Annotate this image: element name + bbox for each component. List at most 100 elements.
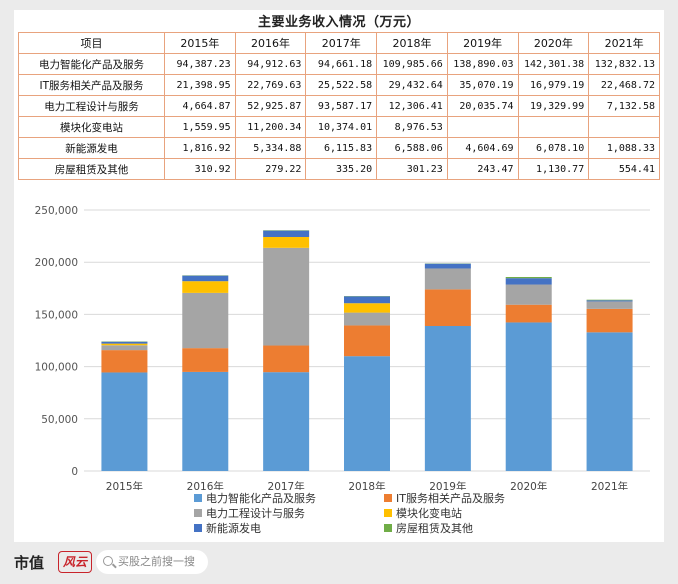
footer-bar: 市值 风云 买股之前搜一搜	[0, 542, 678, 584]
bar-segment	[263, 230, 310, 237]
table-row: 模块化变电站 1,559.95 11,200.34 10,374.01 8,97…	[18, 116, 660, 138]
table-cell: 11,200.34	[234, 116, 307, 138]
table-cell: 310.92	[164, 158, 236, 180]
table-cell: 22,769.63	[234, 74, 307, 96]
bar-segment	[505, 304, 552, 323]
stacked-bar-chart: 0 50,000 100,000 150,000 200,000 250,000 2015年…	[35, 205, 650, 490]
legend-item: 模块化变电站	[384, 505, 462, 521]
bar-segment	[586, 300, 633, 302]
bar-segment	[424, 325, 471, 471]
bar-segment	[182, 371, 229, 471]
table-cell: 6,078.10	[517, 137, 590, 159]
table-cell: 16,979.19	[517, 74, 590, 96]
row-label: IT服务相关产品及服务	[18, 74, 165, 96]
bar-segment	[101, 345, 148, 351]
table-cell: 94,912.63	[234, 53, 307, 75]
table-cell: 29,432.64	[376, 74, 448, 96]
header-cell: 2017年	[305, 32, 378, 54]
row-label: 新能源发电	[18, 137, 165, 159]
table-cell: 279.22	[234, 158, 307, 180]
bar-segment	[505, 284, 552, 305]
row-label: 电力工程设计与服务	[18, 95, 165, 117]
legend-swatch	[384, 494, 392, 502]
bar-segment	[505, 277, 552, 279]
table-cell	[588, 116, 660, 138]
legend-label: 房屋租赁及其他	[396, 522, 473, 535]
table-cell: 25,522.58	[305, 74, 378, 96]
bar-segment	[586, 332, 633, 471]
table-cell: 1,559.95	[164, 116, 236, 138]
bar-segment	[505, 278, 552, 285]
header-cell: 2015年	[164, 32, 236, 54]
x-tick-label: 2020年	[510, 480, 547, 490]
x-tick-label: 2017年	[268, 480, 305, 490]
bar-segment	[424, 263, 471, 269]
table-cell: 132,832.13	[588, 53, 660, 75]
table-cell: 4,604.69	[446, 137, 519, 159]
legend-item: 电力智能化产品及服务	[194, 490, 316, 506]
table-cell: 5,334.88	[234, 137, 307, 159]
legend-swatch	[194, 524, 202, 532]
bar-segment	[101, 343, 148, 346]
bar-segment	[344, 356, 390, 471]
row-label: 模块化变电站	[18, 116, 165, 138]
table-cell: 12,306.41	[376, 95, 448, 117]
bar-segment	[182, 281, 229, 293]
table-cell: 301.23	[376, 158, 448, 180]
legend-label: 电力工程设计与服务	[206, 507, 305, 520]
table-cell: 1,816.92	[164, 137, 236, 159]
legend-swatch	[384, 524, 392, 532]
legend-item: 电力工程设计与服务	[194, 505, 305, 521]
brand-logo: 风云	[58, 551, 92, 573]
legend-label: 模块化变电站	[396, 507, 462, 520]
search-placeholder: 买股之前搜一搜	[118, 555, 195, 568]
table-cell: 94,661.18	[305, 53, 378, 75]
y-tick-label: 250,000	[35, 205, 78, 217]
table-cell: 93,587.17	[305, 95, 378, 117]
bar-segment	[101, 341, 148, 344]
legend-item: 新能源发电	[194, 520, 261, 536]
legend-label: 新能源发电	[206, 522, 261, 535]
table-cell: 138,890.03	[446, 53, 519, 75]
table-cell: 243.47	[446, 158, 519, 180]
table-row: 电力智能化产品及服务 94,387.23 94,912.63 94,661.18…	[18, 53, 660, 75]
bar-segment	[344, 303, 390, 313]
table-row: 房屋租赁及其他 310.92 279.22 335.20 301.23 243.…	[18, 158, 660, 180]
bar-segment	[586, 299, 633, 301]
table-cell	[446, 116, 519, 138]
header-cell: 2019年	[446, 32, 519, 54]
table-cell: 22,468.72	[588, 74, 660, 96]
bar-segment	[344, 296, 390, 304]
table-cell: 7,132.58	[588, 95, 660, 117]
bar-segment	[505, 322, 552, 471]
table-cell: 94,387.23	[164, 53, 236, 75]
bar-segment	[101, 372, 148, 471]
table-cell: 554.41	[588, 158, 660, 180]
table-cell: 1,130.77	[517, 158, 590, 180]
table-cell	[517, 116, 590, 138]
x-tick-label: 2015年	[106, 480, 143, 490]
legend-label: IT服务相关产品及服务	[396, 492, 505, 505]
bar-segment	[101, 350, 148, 373]
bar-segment	[182, 292, 229, 349]
table-cell: 8,976.53	[376, 116, 448, 138]
header-cell: 2018年	[376, 32, 448, 54]
search-input[interactable]: 买股之前搜一搜	[96, 550, 208, 574]
revenue-table: 项目 2015年 2016年 2017年 2018年 2019年 2020年 2…	[18, 32, 660, 180]
bar-segment	[424, 268, 471, 290]
header-cell: 2020年	[517, 32, 590, 54]
bar-segment	[344, 325, 390, 357]
legend-swatch	[194, 494, 202, 502]
table-cell: 6,588.06	[376, 137, 448, 159]
bar-segment	[586, 301, 633, 309]
y-tick-label: 0	[71, 466, 78, 478]
table-row: 新能源发电 1,816.92 5,334.88 6,115.83 6,588.0…	[18, 137, 660, 159]
table-cell: 21,398.95	[164, 74, 236, 96]
table-cell: 4,664.87	[164, 95, 236, 117]
bar-segment	[263, 345, 310, 373]
row-label: 房屋租赁及其他	[18, 158, 165, 180]
bar-segment	[263, 247, 310, 346]
table-cell: 52,925.87	[234, 95, 307, 117]
y-tick-label: 50,000	[41, 414, 78, 426]
legend-swatch	[194, 509, 202, 517]
